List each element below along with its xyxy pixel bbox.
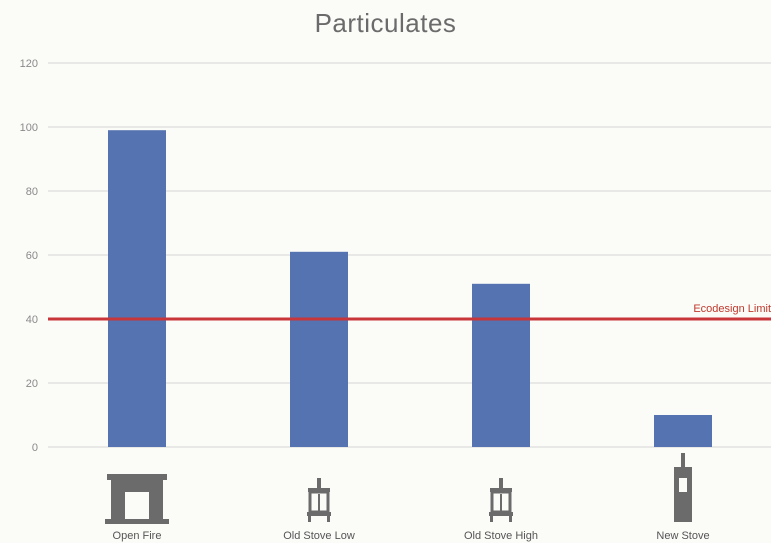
y-tick-label: 80	[26, 186, 38, 198]
ecodesign-limit-label: Ecodesign Limit	[693, 303, 771, 315]
category-label: Open Fire	[113, 530, 162, 542]
bars	[108, 130, 712, 447]
old-stove-icon	[307, 478, 331, 522]
y-tick-label: 60	[26, 250, 38, 262]
y-tick-label: 100	[20, 122, 38, 134]
bar-old-stove-low	[290, 251, 348, 447]
reference-line-group: Ecodesign Limit	[48, 303, 771, 321]
bar-new-stove	[654, 415, 712, 447]
old-stove-icon	[489, 478, 513, 522]
y-tick-label: 40	[26, 314, 38, 326]
category-label: New Stove	[656, 530, 709, 542]
category-label: Old Stove Low	[283, 530, 355, 542]
new-stove-icon	[674, 453, 692, 522]
category-labels: Open Fire Old Stove Low Old Stove High New …	[113, 530, 710, 542]
open-fire-icon	[105, 474, 169, 524]
y-tick-label: 120	[20, 58, 38, 70]
bar-old-stove-high	[472, 283, 530, 447]
bar-open-fire	[108, 130, 166, 447]
gridlines: 0 20 40 60 80 100 120	[20, 58, 771, 454]
y-tick-label: 20	[26, 378, 38, 390]
chart-title: Particulates	[314, 8, 457, 38]
y-tick-label: 0	[32, 442, 38, 454]
category-icons	[105, 453, 692, 524]
category-label: Old Stove High	[464, 530, 538, 542]
